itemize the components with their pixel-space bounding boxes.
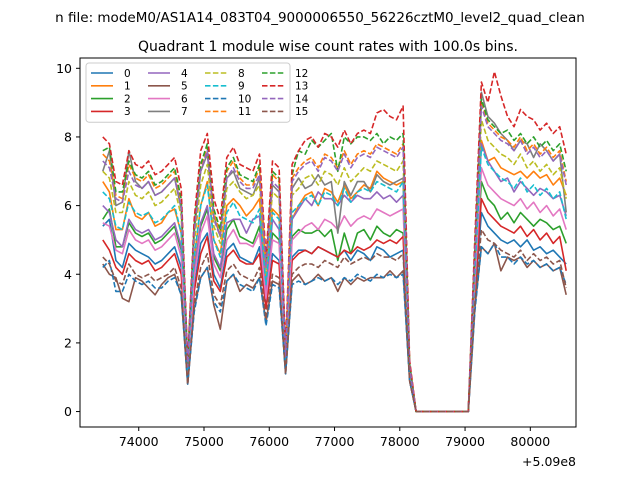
x-tick-label: 74000 <box>119 434 159 449</box>
series-line-10 <box>102 242 567 413</box>
legend-label-2: 2 <box>124 93 131 105</box>
legend-label-3: 3 <box>124 106 131 118</box>
legend-label-9: 9 <box>238 81 245 93</box>
y-tick-label: 4 <box>64 267 72 282</box>
legend-label-0: 0 <box>124 68 131 80</box>
y-tick-label: 6 <box>64 198 72 213</box>
legend-label-15: 15 <box>295 106 308 118</box>
legend-label-1: 1 <box>124 81 131 93</box>
legend-frame <box>85 62 291 123</box>
series-line-15 <box>102 228 567 413</box>
legend-label-5: 5 <box>181 81 188 93</box>
x-tick-label: 79000 <box>445 434 485 449</box>
y-tick-label: 8 <box>64 129 72 144</box>
series-layer <box>102 70 567 413</box>
x-tick-label: 78000 <box>380 434 420 449</box>
series-line-2 <box>102 180 567 413</box>
chart-title: Quadrant 1 module wise count rates with … <box>138 39 518 55</box>
legend-label-14: 14 <box>295 93 309 105</box>
y-tick-label: 0 <box>64 404 72 419</box>
series-line-9 <box>102 146 567 413</box>
x-tick-label: 77000 <box>315 434 355 449</box>
x-tick-label: 76000 <box>249 434 289 449</box>
legend-label-7: 7 <box>181 106 188 118</box>
series-line-7 <box>102 91 567 413</box>
plot-frame <box>79 57 577 428</box>
legend-label-13: 13 <box>295 81 308 93</box>
series-line-6 <box>102 167 567 413</box>
x-axis: 74000 75000 76000 77000 78000 79000 80000 <box>119 427 550 449</box>
series-line-8 <box>102 119 567 413</box>
legend-label-12: 12 <box>295 68 308 80</box>
legend-label-8: 8 <box>238 68 245 80</box>
legend-label-6: 6 <box>181 93 188 105</box>
y-axis: 0 2 4 6 8 10 <box>56 61 80 419</box>
y-tick-label: 2 <box>64 335 72 350</box>
x-tick-label: 75000 <box>184 434 224 449</box>
series-line-14 <box>102 105 567 413</box>
x-offset-label: +5.09e8 <box>522 454 576 469</box>
y-tick-label: 10 <box>56 61 72 76</box>
series-line-13 <box>102 70 567 413</box>
legend-label-11: 11 <box>238 106 251 118</box>
series-line-3 <box>102 197 567 413</box>
legend-label-4: 4 <box>181 68 188 80</box>
series-line-12 <box>102 98 567 413</box>
series-line-5 <box>102 242 567 413</box>
x-tick-label: 80000 <box>510 434 550 449</box>
figure-suptitle: n file: modeM0/AS1A14_083T04_9000006550_… <box>55 10 585 26</box>
series-line-4 <box>102 143 567 413</box>
legend-label-10: 10 <box>238 93 251 105</box>
